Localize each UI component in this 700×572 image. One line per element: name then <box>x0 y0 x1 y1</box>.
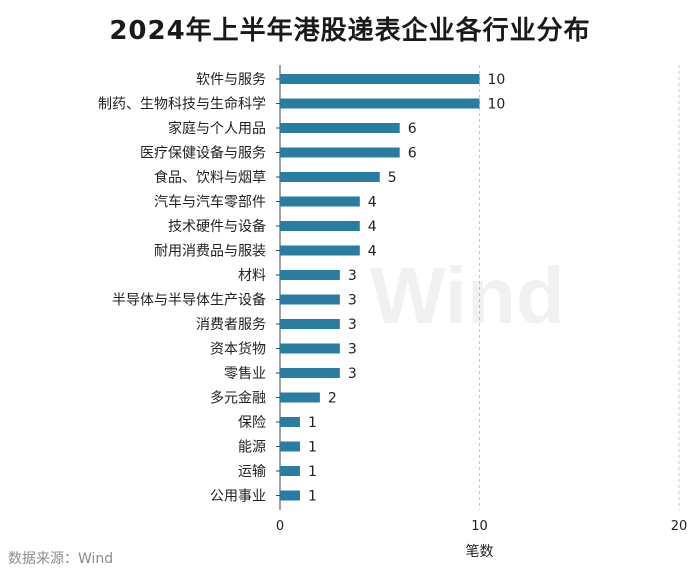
x-axis-title: 笔数 <box>466 544 494 560</box>
bar <box>280 441 300 452</box>
source-note: 数据来源：Wind <box>8 551 114 567</box>
value-label: 3 <box>348 366 357 382</box>
category-label: 公用事业 <box>210 489 266 505</box>
value-label: 1 <box>308 415 317 431</box>
value-label: 3 <box>348 293 357 309</box>
bar <box>280 196 360 207</box>
labels: 0 10 20 软件与服务 10 制药、生物科技与生命科学 10 家庭与个人用品 6 医疗保健设备… <box>98 72 687 560</box>
category-label: 消费者服务 <box>196 317 266 333</box>
category-label: 半导体与半导体生产设备 <box>112 292 266 309</box>
value-label: 6 <box>408 121 417 137</box>
bar <box>280 343 340 354</box>
bar <box>280 98 480 109</box>
value-label: 6 <box>408 146 417 162</box>
category-label: 多元金融 <box>210 390 266 407</box>
x-tick-label: 0 <box>276 519 284 534</box>
bar <box>280 123 400 133</box>
bar <box>280 466 300 476</box>
category-label: 保险 <box>238 415 266 431</box>
value-label: 5 <box>388 170 397 186</box>
category-label: 运输 <box>238 464 266 480</box>
bar <box>280 490 300 501</box>
value-label: 3 <box>348 317 357 333</box>
bar <box>280 221 360 231</box>
value-label: 3 <box>348 268 357 284</box>
bar <box>280 417 300 427</box>
bar <box>280 147 400 158</box>
category-label: 资本货物 <box>210 341 266 358</box>
bar <box>280 270 340 280</box>
bar <box>280 172 380 182</box>
category-label: 技术硬件与设备 <box>168 218 266 235</box>
value-label: 3 <box>348 342 357 358</box>
category-label: 耐用消费品与服装 <box>154 244 266 260</box>
category-label: 家庭与个人用品 <box>168 120 266 137</box>
value-label: 1 <box>308 464 317 480</box>
value-label: 4 <box>368 195 377 211</box>
bars <box>280 74 480 501</box>
bar <box>280 319 340 329</box>
x-tick-label: 20 <box>671 519 688 534</box>
category-label: 材料 <box>238 268 266 284</box>
bar <box>280 294 340 305</box>
chart-title: 2024年上半年港股递表企业各行业分布 <box>109 16 591 46</box>
bar <box>280 392 320 403</box>
bar <box>280 74 480 84</box>
category-label: 汽车与汽车零部件 <box>154 194 266 211</box>
bar <box>280 368 340 378</box>
grid-lines <box>276 65 680 510</box>
bar <box>280 245 360 256</box>
x-tick-label: 10 <box>471 519 488 534</box>
value-label: 10 <box>488 72 506 88</box>
category-label: 医疗保健设备与服务 <box>140 145 266 162</box>
value-label: 4 <box>368 219 377 235</box>
value-label: 1 <box>308 489 317 505</box>
category-label: 制药、生物科技与生命科学 <box>98 96 266 113</box>
category-label: 软件与服务 <box>196 72 266 88</box>
category-label: 食品、饮料与烟草 <box>154 169 266 186</box>
watermark-logo: Wind <box>370 251 565 340</box>
value-label: 2 <box>328 391 337 407</box>
value-label: 10 <box>488 97 506 113</box>
category-label: 零售业 <box>224 366 266 382</box>
category-label: 能源 <box>238 440 266 456</box>
value-label: 4 <box>368 244 377 260</box>
value-label: 1 <box>308 440 317 456</box>
